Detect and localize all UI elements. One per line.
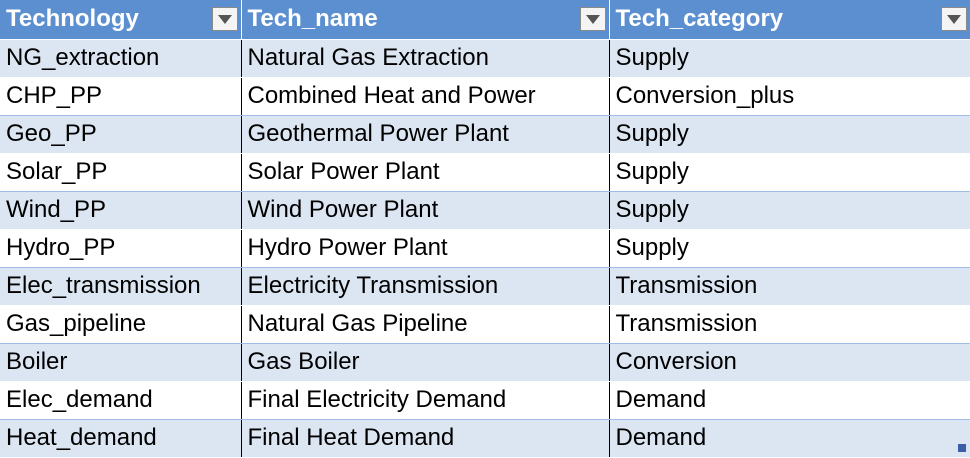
cell-tech-name[interactable]: Geothermal Power Plant xyxy=(241,115,610,154)
cell-tech-name[interactable]: Combined Heat and Power xyxy=(241,76,610,116)
header-label: Technology xyxy=(6,5,139,33)
cell-technology[interactable]: Hydro_PP xyxy=(0,228,242,268)
cell-tech-category[interactable]: Supply xyxy=(609,228,970,268)
filter-dropdown-button[interactable] xyxy=(941,7,967,31)
filter-dropdown-button[interactable] xyxy=(579,7,606,31)
table-row: Gas_pipeline Natural Gas Pipeline Transm… xyxy=(0,304,970,344)
cell-tech-name[interactable]: Electricity Transmission xyxy=(241,267,610,306)
cell-tech-category[interactable]: Supply xyxy=(609,39,970,78)
filter-dropdown-button[interactable] xyxy=(211,7,238,31)
table-resize-handle-icon[interactable] xyxy=(958,444,966,452)
cell-tech-category[interactable]: Conversion xyxy=(609,343,970,382)
cell-tech-name[interactable]: Final Heat Demand xyxy=(241,419,610,458)
cell-tech-name[interactable]: Gas Boiler xyxy=(241,343,610,382)
cell-technology[interactable]: Elec_demand xyxy=(0,380,242,420)
cell-tech-category[interactable]: Supply xyxy=(609,152,970,192)
cell-tech-name[interactable]: Wind Power Plant xyxy=(241,191,610,230)
cell-tech-name[interactable]: Natural Gas Extraction xyxy=(241,39,610,78)
cell-technology[interactable]: Heat_demand xyxy=(0,419,242,458)
header-technology: Technology xyxy=(0,0,242,40)
table-row: Wind_PP Wind Power Plant Supply xyxy=(0,191,970,230)
filter-dropdown-icon xyxy=(217,14,232,24)
cell-technology[interactable]: CHP_PP xyxy=(0,76,242,116)
table-row: Boiler Gas Boiler Conversion xyxy=(0,343,970,382)
table-row: Solar_PP Solar Power Plant Supply xyxy=(0,152,970,192)
cell-technology[interactable]: Elec_transmission xyxy=(0,267,242,306)
cell-technology[interactable]: Wind_PP xyxy=(0,191,242,230)
header-tech-category: Tech_category xyxy=(609,0,970,40)
cell-tech-category[interactable]: Supply xyxy=(609,115,970,154)
cell-technology[interactable]: Solar_PP xyxy=(0,152,242,192)
filter-dropdown-icon xyxy=(585,14,600,24)
table-row: Heat_demand Final Heat Demand Demand xyxy=(0,419,970,458)
cell-tech-name[interactable]: Solar Power Plant xyxy=(241,152,610,192)
cell-technology[interactable]: Geo_PP xyxy=(0,115,242,154)
cell-tech-category[interactable]: Transmission xyxy=(609,304,970,344)
header-label: Tech_name xyxy=(247,5,378,33)
header-row: Technology Tech_name Tech_category xyxy=(0,0,970,40)
table-row: NG_extraction Natural Gas Extraction Sup… xyxy=(0,39,970,78)
table-row: Hydro_PP Hydro Power Plant Supply xyxy=(0,228,970,268)
header-tech-name: Tech_name xyxy=(241,0,610,40)
cell-technology[interactable]: NG_extraction xyxy=(0,39,242,78)
filter-dropdown-icon xyxy=(947,14,961,24)
table-row: Elec_transmission Electricity Transmissi… xyxy=(0,267,970,306)
cell-tech-category[interactable]: Conversion_plus xyxy=(609,76,970,116)
cell-tech-name[interactable]: Natural Gas Pipeline xyxy=(241,304,610,344)
cell-tech-category[interactable]: Demand xyxy=(609,419,970,458)
cell-technology[interactable]: Boiler xyxy=(0,343,242,382)
cell-tech-category[interactable]: Transmission xyxy=(609,267,970,306)
header-label: Tech_category xyxy=(615,5,784,33)
cell-tech-name[interactable]: Final Electricity Demand xyxy=(241,380,610,420)
table-row: Elec_demand Final Electricity Demand Dem… xyxy=(0,380,970,420)
cell-technology[interactable]: Gas_pipeline xyxy=(0,304,242,344)
cell-tech-category[interactable]: Demand xyxy=(609,380,970,420)
table-row: Geo_PP Geothermal Power Plant Supply xyxy=(0,115,970,154)
cell-tech-category[interactable]: Supply xyxy=(609,191,970,230)
table-row: CHP_PP Combined Heat and Power Conversio… xyxy=(0,76,970,116)
cell-tech-name[interactable]: Hydro Power Plant xyxy=(241,228,610,268)
